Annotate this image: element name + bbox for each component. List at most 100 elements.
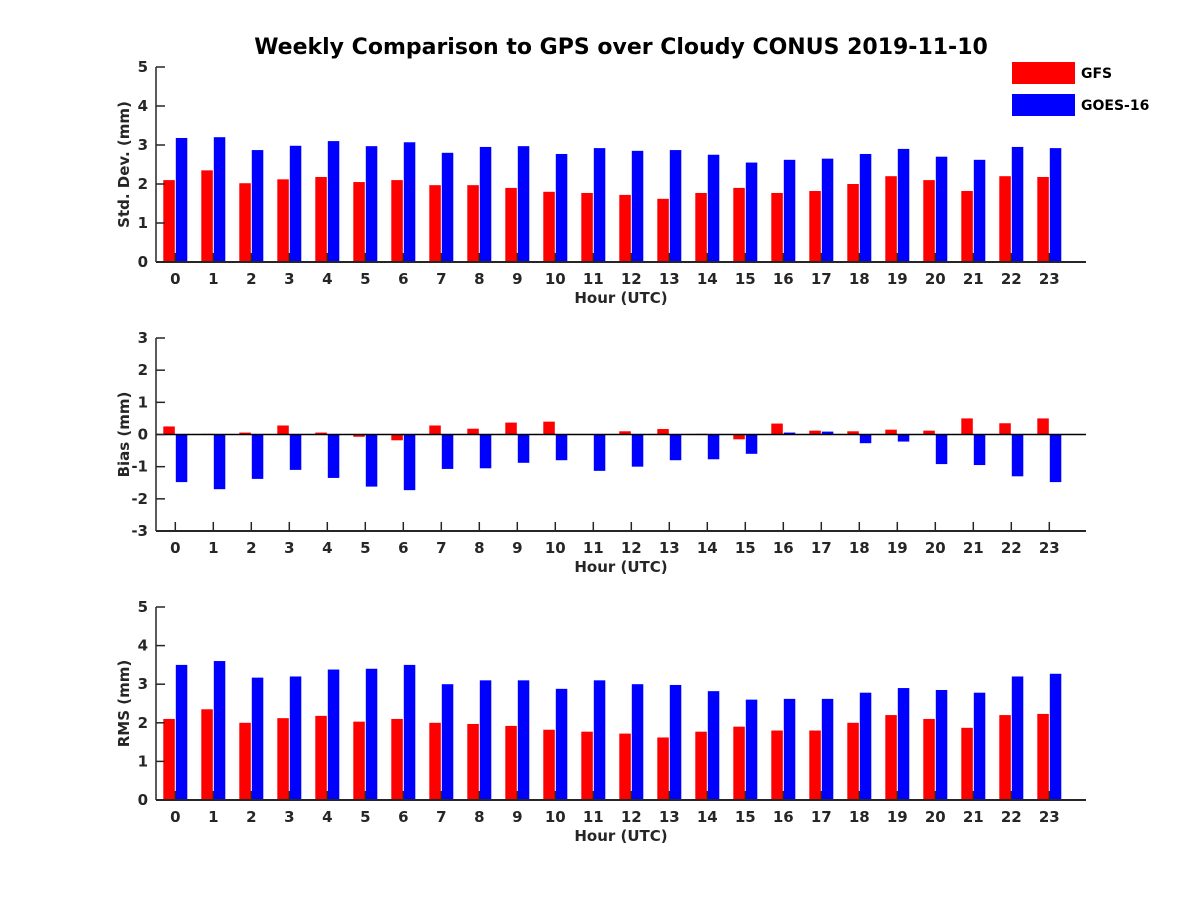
x-tick-label: 4	[322, 539, 332, 557]
x-tick-label: 7	[436, 270, 446, 288]
bar-goes-16-16	[783, 698, 796, 800]
x-tick-label: 13	[659, 270, 680, 288]
bar-goes-16-14	[707, 154, 720, 262]
bar-goes-16-15	[745, 162, 758, 262]
bar-goes-16-4	[327, 434, 340, 478]
bar-gfs-19	[885, 429, 897, 435]
x-tick-label: 20	[925, 539, 946, 557]
bar-gfs-17	[809, 191, 821, 262]
x-tick-label: 18	[849, 808, 870, 826]
bar-gfs-2	[239, 432, 251, 435]
y-tick-label: 5	[138, 598, 148, 616]
bar-gfs-9	[505, 187, 517, 262]
bar-goes-16-11	[593, 148, 606, 262]
bar-goes-16-12	[631, 684, 644, 800]
x-tick-label: 16	[773, 539, 794, 557]
x-tick-label: 8	[474, 539, 484, 557]
bar-goes-16-18	[859, 692, 872, 800]
y-tick-label: -1	[131, 458, 148, 476]
bar-goes-16-9	[517, 680, 530, 800]
chart-title: Weekly Comparison to GPS over Cloudy CON…	[254, 35, 988, 60]
bar-gfs-12	[619, 431, 631, 435]
y-tick-label: 5	[138, 58, 148, 76]
x-tick-label: 21	[963, 808, 984, 826]
x-tick-label: 2	[246, 808, 256, 826]
x-tick-label: 22	[1001, 270, 1022, 288]
bar-gfs-18	[847, 184, 859, 262]
bar-goes-16-22	[1011, 676, 1024, 800]
bar-goes-16-8	[479, 146, 492, 262]
bar-gfs-3	[277, 179, 289, 262]
bar-gfs-5	[353, 182, 365, 262]
x-tick-label: 16	[773, 808, 794, 826]
x-tick-label: 3	[284, 808, 294, 826]
x-tick-label: 20	[925, 808, 946, 826]
x-tick-label: 18	[849, 539, 870, 557]
bar-gfs-7	[429, 425, 441, 435]
bar-goes-16-2	[251, 150, 264, 262]
bar-gfs-12	[619, 733, 631, 800]
y-tick-label: 2	[138, 714, 148, 732]
bar-gfs-11	[581, 731, 593, 800]
bar-goes-16-0	[175, 664, 188, 800]
bar-gfs-8	[467, 428, 479, 435]
x-tick-label: 5	[360, 808, 370, 826]
x-tick-label: 4	[322, 808, 332, 826]
bar-gfs-23	[1037, 176, 1049, 262]
x-tick-label: 18	[849, 270, 870, 288]
bar-gfs-9	[505, 422, 517, 435]
bar-gfs-3	[277, 425, 289, 435]
bar-goes-16-8	[479, 434, 492, 469]
bar-goes-16-3	[289, 145, 302, 262]
x-tick-label: 9	[512, 539, 522, 557]
bar-goes-16-5	[365, 434, 378, 487]
x-tick-label: 12	[621, 539, 642, 557]
bar-goes-16-13	[669, 150, 682, 262]
bar-goes-16-1	[213, 434, 226, 490]
y-tick-label: 3	[138, 136, 148, 154]
x-tick-label: 23	[1039, 270, 1060, 288]
bar-goes-16-4	[327, 669, 340, 800]
y-tick-label: 2	[138, 361, 148, 379]
bar-gfs-9	[505, 725, 517, 800]
bar-gfs-6	[391, 180, 403, 262]
x-tick-label: 4	[322, 270, 332, 288]
bar-goes-16-15	[745, 699, 758, 800]
bar-goes-16-3	[289, 434, 302, 470]
bar-gfs-17	[809, 730, 821, 800]
bar-goes-16-5	[365, 668, 378, 800]
x-tick-label: 1	[208, 539, 218, 557]
legend-label-gfs: GFS	[1081, 66, 1112, 82]
x-tick-label: 20	[925, 270, 946, 288]
bar-gfs-6	[391, 718, 403, 800]
bar-goes-16-9	[517, 146, 530, 262]
x-tick-label: 7	[436, 539, 446, 557]
bar-goes-16-0	[175, 434, 188, 483]
bar-gfs-7	[429, 722, 441, 800]
bar-goes-16-14	[707, 434, 720, 460]
bar-gfs-20	[923, 180, 935, 262]
bar-goes-16-13	[669, 434, 682, 461]
bar-goes-16-22	[1011, 434, 1024, 477]
bar-gfs-8	[467, 723, 479, 800]
bar-goes-16-10	[555, 434, 568, 461]
bar-goes-16-21	[973, 159, 986, 262]
x-tick-label: 11	[583, 539, 604, 557]
bar-goes-16-8	[479, 680, 492, 800]
bar-gfs-18	[847, 722, 859, 800]
bar-gfs-10	[543, 421, 555, 435]
x-tick-label: 13	[659, 539, 680, 557]
bar-goes-16-1	[213, 661, 226, 800]
bar-gfs-16	[771, 192, 783, 262]
bar-goes-16-18	[859, 434, 872, 444]
y-tick-label: 0	[138, 791, 148, 809]
bar-goes-16-1	[213, 137, 226, 262]
x-tick-label: 14	[697, 270, 718, 288]
bar-goes-16-19	[897, 434, 910, 442]
x-tick-label: 14	[697, 808, 718, 826]
bar-gfs-21	[961, 418, 973, 435]
bar-goes-16-0	[175, 137, 188, 262]
